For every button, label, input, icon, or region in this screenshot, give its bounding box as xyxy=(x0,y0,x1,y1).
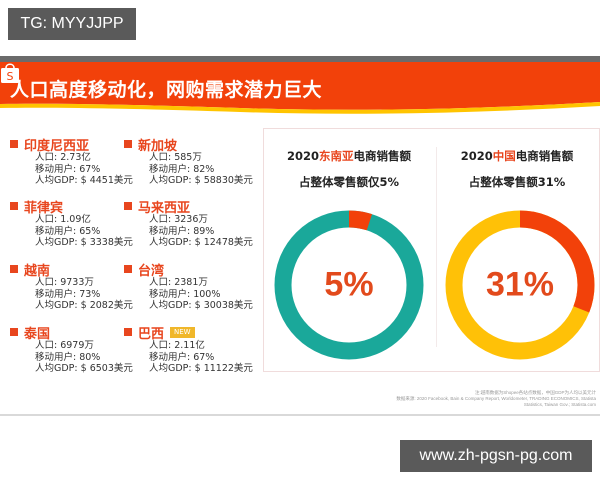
country-card-vietnam: 越南 人口: 9733万 移动用户: 73% 人均GDP: $ 2082美元 xyxy=(10,261,135,312)
gdp-stat: 人均GDP: $ 6503美元 xyxy=(35,363,133,374)
svg-text:S: S xyxy=(7,70,14,83)
country-card-thailand: 泰国 人口: 6979万 移动用户: 80% 人均GDP: $ 6503美元 xyxy=(10,324,135,375)
population-stat: 人口: 3236万 xyxy=(149,214,208,225)
mobile-users-stat: 移动用户: 89% xyxy=(149,225,215,237)
title-suffix: 电商销售额 xyxy=(353,149,412,163)
country-name: 马来西亚 xyxy=(138,200,191,216)
donut-center-label: 5% xyxy=(324,265,374,304)
title-region: 东南亚 xyxy=(319,149,354,163)
gdp-stat: 人均GDP: $ 3338美元 xyxy=(35,237,133,248)
donut-center-label: 31% xyxy=(485,265,555,304)
country-name: 菲律宾 xyxy=(24,200,64,216)
donut-sea xyxy=(274,210,424,360)
country-name: 印度尼西亚 xyxy=(24,138,90,154)
header-wave-background xyxy=(0,62,600,114)
country-name: 新加坡 xyxy=(138,138,178,154)
gdp-stat: 人均GDP: $ 4451美元 xyxy=(35,175,133,186)
population-stat: 人口: 585万 xyxy=(149,152,202,163)
title-region: 中国 xyxy=(492,149,516,163)
population-stat: 人口: 2.73亿 xyxy=(35,152,91,163)
source-line: Statistics, Taiwan Gov.; Statista.com xyxy=(523,402,596,407)
donut-china xyxy=(445,210,595,360)
country-name: 巴西 xyxy=(138,326,165,342)
mobile-users-stat: 移动用户: 100% xyxy=(149,288,221,300)
gdp-stat: 人均GDP: $ 11122美元 xyxy=(149,363,253,374)
title-year: 2020 xyxy=(286,149,319,163)
left-donut-chart: 5% xyxy=(274,210,424,360)
bullet-icon xyxy=(124,265,132,273)
gdp-stat: 人均GDP: $ 58830美元 xyxy=(149,175,253,186)
country-card-taiwan: 台湾 人口: 2381万 移动用户: 100% 人均GDP: $ 30038美元 xyxy=(124,261,253,312)
header-band: 人口高度移动化，网购需求潜力巨大 S xyxy=(0,62,600,114)
source-note: 注:越南数据为Shopee各站点数据，中国GDP为人均以美元计 数据来源: 20… xyxy=(336,390,596,408)
shopee-bag-icon: S xyxy=(1,63,19,83)
country-card-philippines: 菲律宾 人口: 1.09亿 移动用户: 65% 人均GDP: $ 3338美元 xyxy=(10,198,135,249)
right-chart-subtitle: 占整体零售额31% xyxy=(468,175,566,189)
watermark: www.zh-pgsn-pg.com xyxy=(400,440,592,472)
source-line: 注:越南数据为Shopee各站点数据，中国GDP为人均以美元计 xyxy=(474,390,596,395)
mobile-users-stat: 移动用户: 65% xyxy=(35,225,101,237)
bullet-icon xyxy=(124,140,132,148)
mobile-users-stat: 移动用户: 73% xyxy=(35,288,101,300)
gdp-stat: 人均GDP: $ 30038美元 xyxy=(149,300,253,311)
country-name: 台湾 xyxy=(138,263,165,279)
gdp-stat: 人均GDP: $ 2082美元 xyxy=(35,300,133,311)
panel-divider xyxy=(436,147,437,347)
slide: 人口高度移动化，网购需求潜力巨大 S 印度尼西亚 人口: 2.73亿 移动用户:… xyxy=(0,56,600,414)
slide-bottom-border xyxy=(0,414,600,416)
gdp-stat: 人均GDP: $ 12478美元 xyxy=(149,237,253,248)
country-name: 越南 xyxy=(24,263,51,279)
population-stat: 人口: 2381万 xyxy=(149,277,208,288)
mobile-users-stat: 移动用户: 67% xyxy=(149,351,215,363)
population-stat: 人口: 6979万 xyxy=(35,340,94,351)
right-donut-chart: 31% xyxy=(445,210,595,360)
country-name: 泰国 xyxy=(24,326,51,342)
bullet-icon xyxy=(10,265,18,273)
country-card-brazil: 巴西 NEW 人口: 2.11亿 移动用户: 67% 人均GDP: $ 11122… xyxy=(124,324,253,375)
bullet-icon xyxy=(10,328,18,336)
population-stat: 人口: 2.11亿 xyxy=(149,340,205,351)
bullet-icon xyxy=(10,140,18,148)
source-line: 数据来源: 2020 Facebook, Bain & Company Repo… xyxy=(396,396,596,401)
bullet-icon xyxy=(124,202,132,210)
left-chart-title: 2020东南亚电商销售额 占整体零售额仅5% xyxy=(264,143,434,195)
mobile-users-stat: 移动用户: 82% xyxy=(149,163,215,175)
bullet-icon xyxy=(10,202,18,210)
population-stat: 人口: 1.09亿 xyxy=(35,214,91,225)
tg-label: TG: MYYJJPP xyxy=(8,8,136,40)
population-stat: 人口: 9733万 xyxy=(35,277,94,288)
title-year: 2020 xyxy=(460,149,493,163)
country-card-malaysia: 马来西亚 人口: 3236万 移动用户: 89% 人均GDP: $ 12478美… xyxy=(124,198,253,249)
ecommerce-share-panel: 2020东南亚电商销售额 占整体零售额仅5% 5% 2020中国电商销售额 占整… xyxy=(263,128,600,372)
right-chart-title: 2020中国电商销售额 占整体零售额31% xyxy=(432,143,600,195)
country-card-singapore: 新加坡 人口: 585万 移动用户: 82% 人均GDP: $ 58830美元 xyxy=(124,136,253,187)
slide-top-strip xyxy=(0,56,600,62)
bullet-icon xyxy=(124,328,132,336)
page-title: 人口高度移动化，网购需求潜力巨大 xyxy=(10,79,323,101)
title-suffix: 电商销售额 xyxy=(515,149,574,163)
mobile-users-stat: 移动用户: 67% xyxy=(35,163,101,175)
country-card-indonesia: 印度尼西亚 人口: 2.73亿 移动用户: 67% 人均GDP: $ 4451美… xyxy=(10,136,135,187)
new-badge: NEW xyxy=(170,326,195,338)
left-chart-subtitle: 占整体零售额仅5% xyxy=(298,175,400,189)
mobile-users-stat: 移动用户: 80% xyxy=(35,351,101,363)
